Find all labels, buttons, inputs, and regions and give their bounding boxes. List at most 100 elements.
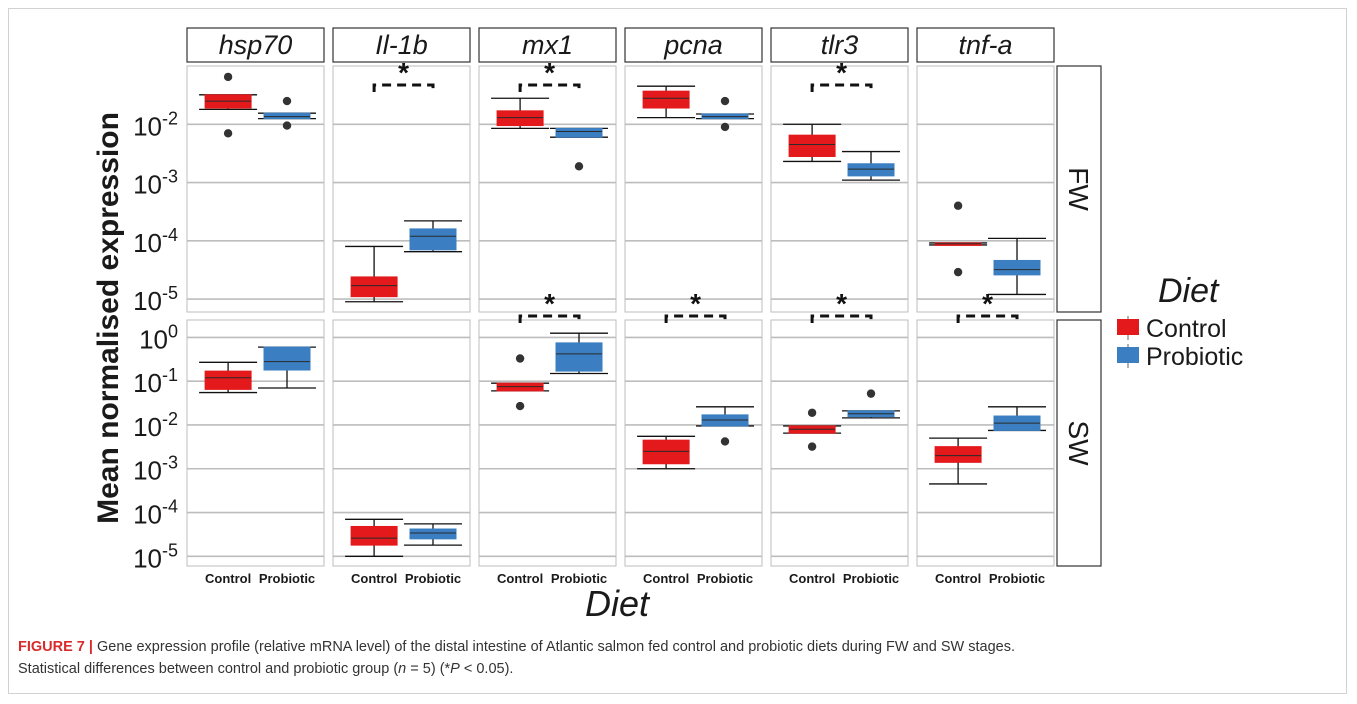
gene-strip <box>478 27 617 63</box>
x-tick-label: Probiotic <box>697 571 753 586</box>
gene-label: mx1 <box>522 30 573 60</box>
panel-frame <box>916 319 1055 567</box>
caption-line-1: FIGURE 7 | Gene expression profile (rela… <box>18 636 1338 658</box>
box-control <box>496 110 544 127</box>
x-tick-label: Control <box>205 571 251 586</box>
box-control <box>350 276 398 298</box>
significance-star: * <box>982 288 993 319</box>
caption-line-2: Statistical differences between control … <box>18 658 1338 680</box>
x-axis-title: Diet <box>585 583 651 624</box>
outlier-point <box>223 72 233 82</box>
box-control <box>642 439 690 465</box>
legend-swatch <box>1117 347 1139 363</box>
y-tick-label: 10-2 <box>133 409 178 442</box>
outlier-point <box>720 96 730 106</box>
caption-text-1: Gene expression profile (relative mRNA l… <box>92 639 1015 655</box>
figure-frame <box>8 8 1347 694</box>
outlier-point <box>223 129 233 138</box>
caption-text-2a: Statistical differences between control … <box>18 661 399 677</box>
panel-frame <box>332 319 471 567</box>
significance-bracket <box>810 83 873 92</box>
significance-star: * <box>836 57 847 88</box>
significance-star: * <box>544 288 555 319</box>
y-tick-label: 100 <box>139 321 178 354</box>
outlier-point <box>866 389 876 398</box>
outlier-point <box>574 162 584 171</box>
boxplot-chart: hsp70 Il-1b mx1 pcna tlr3 tnf-a FW 10-5 10-4 10-3… <box>92 27 1243 624</box>
y-tick-label: 10-5 <box>133 540 178 573</box>
box-control <box>204 370 252 390</box>
y-tick-label: 10-3 <box>133 453 178 486</box>
y-tick-label: 10-4 <box>133 497 178 530</box>
outlier-point <box>807 408 817 417</box>
panel-frame <box>478 65 617 313</box>
row-strip <box>1056 319 1102 567</box>
caption-p-var: P <box>450 661 460 677</box>
significance-star: * <box>836 288 847 319</box>
x-tick-label: Probiotic <box>259 571 315 586</box>
outlier-point <box>720 122 730 132</box>
y-tick-label: 10-4 <box>133 225 178 258</box>
outlier-point <box>515 354 525 363</box>
box-probiotic <box>409 228 457 251</box>
significance-bracket <box>518 314 581 323</box>
outlier-point <box>953 267 963 277</box>
row-label: FW <box>1063 167 1094 211</box>
box-control <box>642 90 690 109</box>
y-axis-title: Mean normalised expression <box>92 112 125 524</box>
gene-label: tnf-a <box>958 30 1012 60</box>
box-control <box>350 525 398 546</box>
caption-label: FIGURE 7 | <box>18 639 93 655</box>
legend-label: Probiotic <box>1146 343 1243 371</box>
panel-frame <box>332 65 471 313</box>
x-tick-label: Control <box>351 571 397 586</box>
gene-label: tlr3 <box>821 30 859 60</box>
caption-n-var: n <box>398 661 407 677</box>
gene-strip <box>916 27 1055 63</box>
legend-swatch <box>1117 319 1139 335</box>
gene-label: Il-1b <box>375 30 428 60</box>
row-strip <box>1056 65 1102 313</box>
outlier-point <box>282 96 292 106</box>
x-tick-label: Control <box>643 571 689 586</box>
figure-caption: FIGURE 7 | Gene expression profile (rela… <box>18 636 1338 680</box>
x-tick-label: Probiotic <box>843 571 899 586</box>
box-control <box>788 134 836 157</box>
box-probiotic <box>993 259 1041 276</box>
outlier-point <box>720 437 730 446</box>
significance-bracket <box>956 314 1019 323</box>
gene-label: pcna <box>663 30 723 60</box>
box-control <box>934 446 982 463</box>
significance-bracket <box>518 83 581 92</box>
box-probiotic <box>847 163 895 177</box>
significance-star: * <box>398 57 409 88</box>
caption-text-2c: < 0.05). <box>459 661 514 677</box>
box-probiotic <box>263 346 311 371</box>
significance-bracket <box>372 83 435 92</box>
outlier-point <box>515 401 525 411</box>
significance-bracket <box>810 314 873 323</box>
gene-label: hsp70 <box>219 30 293 60</box>
outlier-point <box>282 121 292 130</box>
gene-strip <box>186 27 325 63</box>
box-probiotic <box>555 342 603 372</box>
box-probiotic <box>263 112 311 120</box>
outlier-point <box>953 201 963 210</box>
outlier-point <box>807 442 817 451</box>
row-label: SW <box>1063 420 1094 466</box>
panel-frame <box>770 65 909 313</box>
x-tick-label: Probiotic <box>989 571 1045 586</box>
y-tick-label: 10-2 <box>133 108 178 141</box>
legend-title: Diet <box>1158 272 1220 310</box>
gene-strip <box>332 27 471 63</box>
y-tick-label: 10-1 <box>133 365 178 398</box>
x-tick-label: Probiotic <box>551 571 607 586</box>
y-tick-label: 10-3 <box>133 167 178 200</box>
caption-text-2b: = 5) (* <box>406 661 451 677</box>
gene-strip <box>770 27 909 63</box>
legend-label: Control <box>1146 315 1227 343</box>
significance-star: * <box>690 288 701 319</box>
gene-strip <box>624 27 763 63</box>
panel-frame <box>770 319 909 567</box>
significance-bracket <box>664 314 727 323</box>
